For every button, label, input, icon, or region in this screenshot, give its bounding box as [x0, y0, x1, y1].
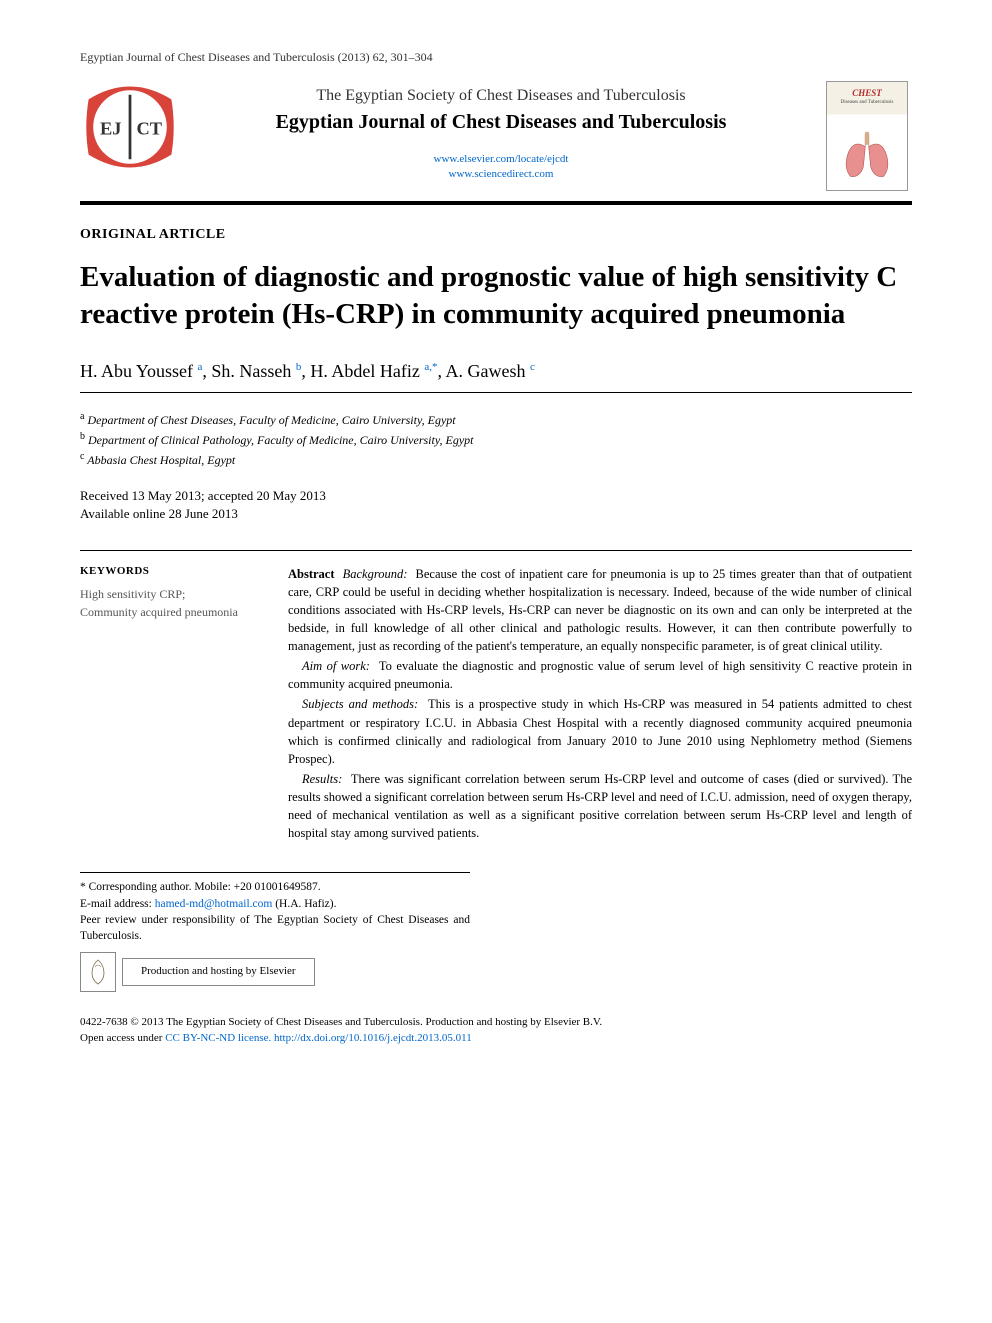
open-access-line: Open access under CC BY-NC-ND license. h…: [80, 1030, 912, 1047]
journal-link-elsevier[interactable]: www.elsevier.com/locate/ejcdt: [434, 153, 569, 165]
keywords-column: KEYWORDS High sensitivity CRP; Community…: [80, 551, 260, 845]
received-accepted-date: Received 13 May 2013; accepted 20 May 20…: [80, 487, 912, 505]
cover-title: CHEST: [827, 88, 907, 98]
journal-links: www.elsevier.com/locate/ejcdt www.scienc…: [176, 152, 826, 183]
journal-cover-thumbnail: CHEST Diseases and Tuberculosis: [826, 81, 908, 191]
author: H. Abu Youssef a: [80, 361, 202, 381]
doi-link[interactable]: http://dx.doi.org/10.1016/j.ejcdt.2013.0…: [274, 1032, 472, 1044]
society-name: The Egyptian Society of Chest Diseases a…: [176, 87, 826, 105]
affiliation: b Department of Clinical Pathology, Facu…: [80, 429, 912, 449]
keywords-heading: KEYWORDS: [80, 565, 260, 577]
running-head: Egyptian Journal of Chest Diseases and T…: [80, 50, 912, 65]
article-type: ORIGINAL ARTICLE: [80, 227, 912, 243]
hosting-text: Production and hosting by Elsevier: [122, 958, 315, 985]
masthead: EJ CT The Egyptian Society of Chest Dise…: [80, 81, 912, 191]
abstract-section: KEYWORDS High sensitivity CRP; Community…: [80, 550, 912, 845]
author: H. Abdel Hafiz a,*: [310, 361, 437, 381]
svg-text:CT: CT: [137, 118, 163, 138]
author: Sh. Nasseh b: [211, 361, 301, 381]
license-link[interactable]: CC BY-NC-ND license.: [165, 1032, 271, 1044]
footnotes: * Corresponding author. Mobile: +20 0100…: [80, 872, 470, 991]
journal-link-sciencedirect[interactable]: www.sciencedirect.com: [449, 168, 554, 180]
affiliation: a Department of Chest Diseases, Faculty …: [80, 409, 912, 429]
keywords-list: High sensitivity CRP; Community acquired…: [80, 585, 260, 621]
masthead-center: The Egyptian Society of Chest Diseases a…: [176, 81, 826, 183]
abstract-results: Results: There was significant correlati…: [288, 770, 912, 843]
journal-logo: EJ CT: [84, 81, 176, 178]
abstract-aim: Aim of work: To evaluate the diagnostic …: [288, 657, 912, 693]
online-date: Available online 28 June 2013: [80, 505, 912, 523]
abstract-background: Abstract Background: Because the cost of…: [288, 565, 912, 656]
copyright-line: 0422-7638 © 2013 The Egyptian Society of…: [80, 1014, 912, 1031]
abstract-methods: Subjects and methods: This is a prospect…: [288, 695, 912, 768]
abstract-column: Abstract Background: Because the cost of…: [288, 551, 912, 845]
svg-text:EJ: EJ: [100, 118, 121, 138]
masthead-rule: [80, 201, 912, 205]
hosting-box: Production and hosting by Elsevier: [80, 952, 470, 992]
journal-name: Egyptian Journal of Chest Diseases and T…: [176, 111, 826, 134]
affiliation: c Abbasia Chest Hospital, Egypt: [80, 449, 912, 469]
copyright-block: 0422-7638 © 2013 The Egyptian Society of…: [80, 1014, 912, 1047]
author: A. Gawesh c: [446, 361, 535, 381]
affiliations: a Department of Chest Diseases, Faculty …: [80, 409, 912, 469]
author-rule: [80, 392, 912, 393]
article-page: Egyptian Journal of Chest Diseases and T…: [0, 0, 992, 1087]
email-line: E-mail address: hamed-md@hotmail.com (H.…: [80, 896, 470, 912]
author-email-link[interactable]: hamed-md@hotmail.com: [155, 898, 273, 910]
peer-review-note: Peer review under responsibility of The …: [80, 912, 470, 944]
article-dates: Received 13 May 2013; accepted 20 May 20…: [80, 487, 912, 523]
corresponding-author: * Corresponding author. Mobile: +20 0100…: [80, 879, 470, 895]
author-list: H. Abu Youssef a, Sh. Nasseh b, H. Abdel…: [80, 361, 912, 382]
article-title: Evaluation of diagnostic and prognostic …: [80, 259, 912, 333]
elsevier-logo-mini: [80, 952, 116, 992]
cover-subtitle: Diseases and Tuberculosis: [827, 100, 907, 105]
lungs-icon: [839, 130, 895, 180]
